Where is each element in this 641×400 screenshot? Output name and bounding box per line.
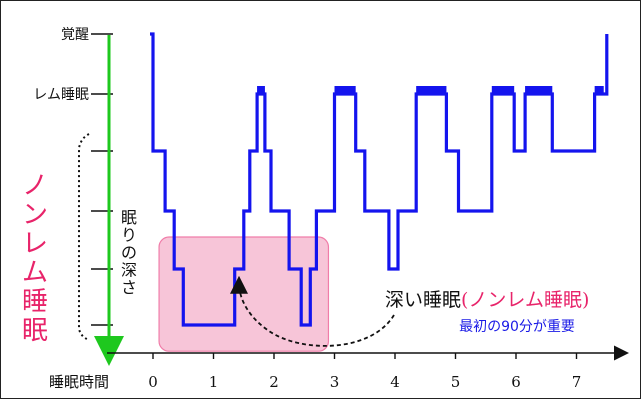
deep-sleep-main: 深い睡眠 <box>385 289 461 311</box>
vertical-char: 眠 <box>121 208 137 227</box>
x-tick-label: 3 <box>330 373 340 391</box>
deep-sleep-annotation: 深い睡眠(ノンレム睡眠) <box>385 289 589 311</box>
x-tick-label: 6 <box>511 373 521 391</box>
y-label-rem: レム睡眠 <box>33 87 89 103</box>
vertical-char: ム <box>22 258 48 288</box>
rem-band <box>334 86 356 95</box>
nonrem-vertical-label: ノンレム睡眠 <box>22 171 48 346</box>
nonrem-bracket <box>78 133 90 341</box>
rem-band <box>416 86 447 95</box>
vertical-char: 眠 <box>22 316 48 346</box>
vertical-char: の <box>121 243 137 262</box>
vertical-char: 深 <box>121 261 137 280</box>
rem-band <box>257 86 265 95</box>
vertical-char: ノ <box>22 171 48 201</box>
x-tick-label: 0 <box>148 373 158 391</box>
rem-bands <box>257 86 604 95</box>
rem-band <box>594 86 604 95</box>
x-tick-label: 1 <box>209 373 219 391</box>
x-ticks: 0 1 2 3 4 5 6 7 <box>148 353 581 391</box>
deep-sleep-paren: (ノンレム睡眠) <box>461 289 589 311</box>
y-label-awake: 覚醒 <box>61 27 89 43</box>
x-tick-label: 2 <box>269 373 279 391</box>
vertical-char: 睡 <box>22 287 48 317</box>
vertical-char: レ <box>22 229 48 259</box>
x-axis-label: 睡眠時間 <box>49 373 109 391</box>
x-tick-label: 7 <box>572 373 582 391</box>
deep-sleep-subtext: 最初の90分が重要 <box>459 318 575 335</box>
vertical-char: さ <box>121 278 137 297</box>
rem-band <box>525 86 553 95</box>
x-tick-label: 5 <box>451 373 461 391</box>
rem-band <box>491 86 515 95</box>
vertical-char: り <box>121 226 137 245</box>
vertical-char: ン <box>22 200 48 230</box>
x-tick-label: 4 <box>390 373 400 391</box>
